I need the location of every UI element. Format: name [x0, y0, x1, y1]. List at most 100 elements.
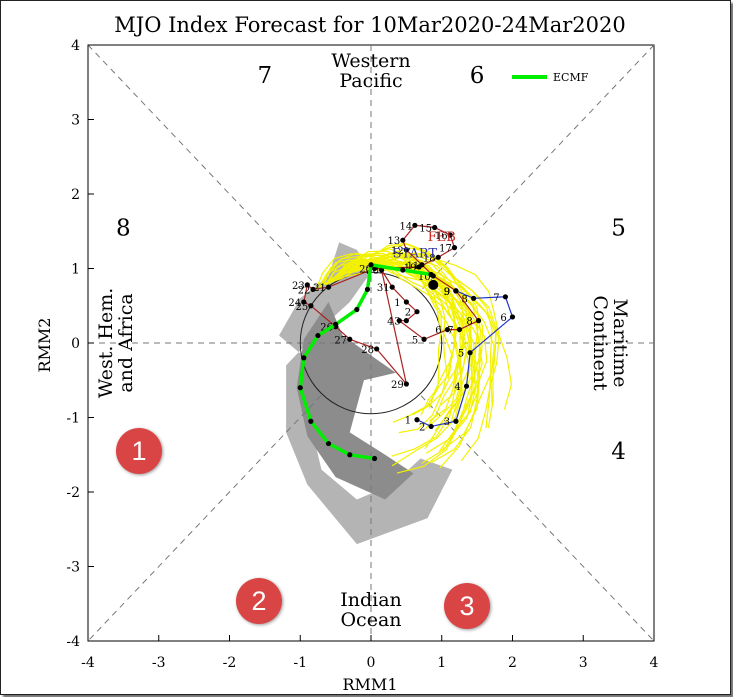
day-label: 2	[405, 308, 411, 319]
ensemble-member	[335, 247, 498, 429]
series-blue-point	[467, 350, 473, 356]
ensemble-member	[340, 255, 464, 457]
day-label: 1	[405, 416, 411, 427]
day-label: 24	[288, 298, 301, 309]
phase-badge-3: 3	[444, 583, 490, 629]
day-label: 5	[458, 349, 464, 360]
day-label: 9	[444, 287, 450, 298]
series-red-point	[347, 336, 353, 342]
phase-number: 5	[611, 216, 626, 242]
series-ECMF-point	[325, 440, 332, 447]
day-label: 9	[444, 287, 450, 298]
region-west-hem-africa: West. Hem.and Africa	[95, 288, 137, 399]
phase-number: 8	[116, 216, 131, 242]
region-western-pacific-line: Pacific	[339, 70, 402, 92]
x-tick-label: 1	[437, 655, 446, 671]
day-label: 17	[439, 244, 452, 255]
region-indian-ocean-line: Indian	[340, 589, 402, 611]
series-red-point	[403, 318, 409, 324]
day-label: 30	[366, 266, 379, 277]
y-tick-label: 1	[71, 262, 80, 278]
series-blue-point	[502, 294, 509, 300]
region-west-hem-africa-line: and Africa	[115, 293, 137, 392]
series-red-point	[421, 336, 427, 342]
y-tick-label: 0	[71, 336, 80, 352]
spread-dark	[296, 302, 414, 500]
y-tick-label: 3	[71, 113, 80, 129]
series-blue-point	[470, 295, 477, 301]
region-indian-ocean-line: Ocean	[340, 609, 401, 631]
phase-number: 6	[470, 63, 485, 89]
y-tick-label: 4	[71, 38, 80, 54]
series-blue-point	[463, 383, 470, 389]
series-blue-point	[428, 423, 434, 430]
forecast-start-dot	[428, 279, 439, 290]
phase-badge-1: 1	[116, 428, 162, 474]
day-label: 28	[361, 345, 374, 356]
phase-badge-2: 2	[236, 578, 282, 624]
ensemble-member	[319, 263, 456, 409]
ensemble-member	[349, 256, 482, 474]
series-blue-point	[453, 418, 459, 424]
series-ECMF-point	[301, 355, 307, 361]
day-label: 6	[500, 313, 506, 324]
day-label: 25	[295, 302, 308, 313]
region-indian-ocean: Indian Ocean	[340, 589, 402, 631]
day-label: 3	[444, 417, 450, 428]
series-red-point	[432, 224, 438, 231]
series-ECMF-point	[371, 455, 378, 462]
y-axis-label: RMM2	[35, 318, 54, 373]
series-red-point	[453, 288, 459, 294]
day-label: 7	[493, 293, 499, 304]
series-ECMF-point	[368, 262, 374, 268]
legend-label: ECMF	[553, 71, 589, 84]
x-tick-label: 4	[650, 655, 659, 671]
series-red-point	[444, 326, 451, 333]
series-blue-point	[414, 417, 420, 423]
series-ECMF-point	[364, 286, 371, 292]
x-tick-label: -2	[223, 655, 237, 671]
day-label: 29	[391, 380, 404, 391]
day-label: 12	[391, 246, 404, 257]
x-tick-label: -3	[152, 655, 166, 671]
day-label: 21	[313, 283, 326, 294]
ensemble-member	[342, 252, 497, 429]
day-label: 19	[404, 263, 417, 274]
day-label: 18	[423, 253, 436, 264]
day-label: 23	[292, 281, 305, 292]
series-ECMF-point	[347, 452, 353, 458]
series-red-point	[403, 299, 409, 305]
day-label: 8	[466, 317, 472, 328]
region-maritime-continent-line: Maritime	[609, 299, 631, 388]
series-red-point	[301, 299, 307, 305]
y-tick-label: -3	[66, 560, 80, 576]
day-label: 2	[419, 422, 425, 433]
x-tick-label: -4	[81, 655, 95, 671]
day-label: 16	[435, 231, 448, 242]
x-tick-label: 3	[579, 655, 588, 671]
day-label: 20	[359, 265, 372, 276]
ensemble-member	[315, 252, 483, 437]
series-red-point	[412, 222, 418, 228]
x-tick-label: 0	[367, 655, 376, 671]
series-red-point	[435, 254, 441, 260]
series-ECMF-point	[315, 332, 321, 339]
x-tick-label: -1	[293, 655, 307, 671]
series-red-point	[396, 318, 402, 324]
day-label: 13	[387, 236, 400, 247]
region-western-pacific-line: Western	[331, 50, 410, 72]
series-red-point	[447, 232, 453, 238]
series-red-point	[374, 346, 380, 352]
series-blue-point	[509, 314, 516, 320]
region-western-pacific: Western Pacific	[331, 50, 410, 92]
series-red-point	[451, 245, 458, 251]
series-red-point	[400, 237, 406, 243]
month-label: FEB	[428, 230, 456, 245]
series-red-point	[456, 326, 463, 333]
x-tick-label: 2	[508, 655, 517, 671]
diagonal	[87, 44, 322, 291]
region-maritime-continent-line: Continent	[589, 295, 611, 391]
day-label: 7	[447, 326, 453, 337]
